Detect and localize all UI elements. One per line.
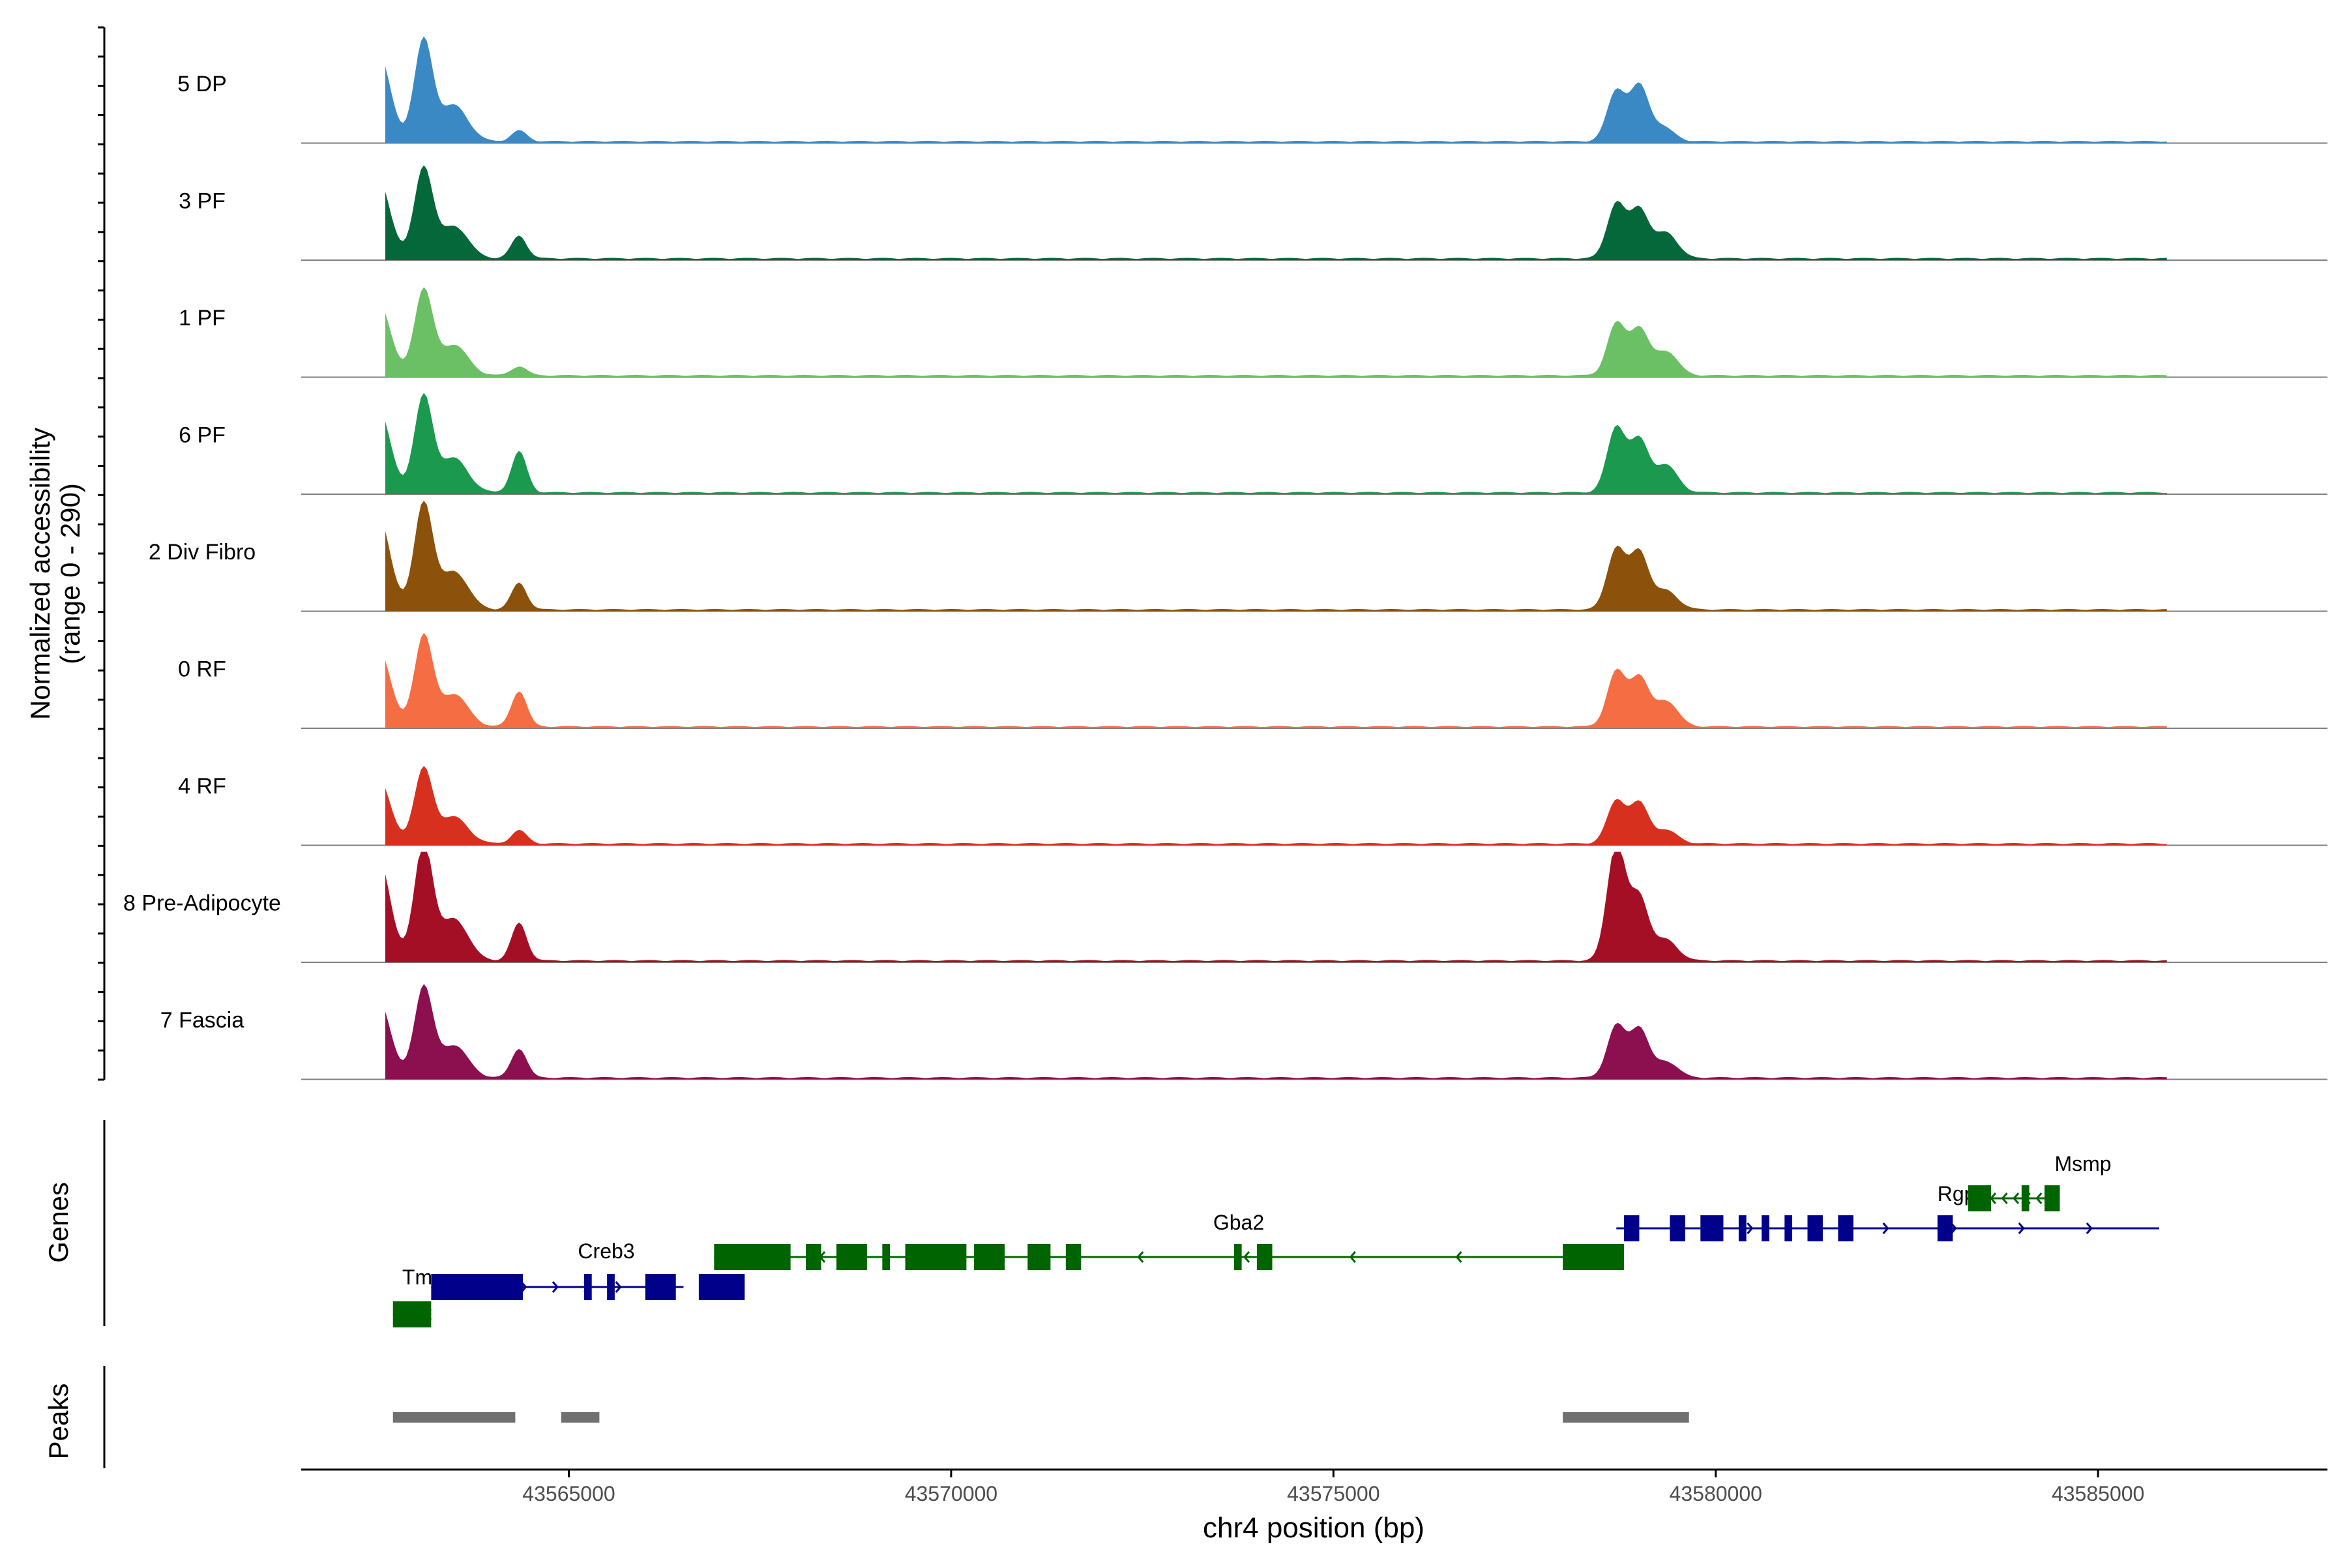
y-axis-label-line1: Normalized accessibility xyxy=(25,428,55,720)
track-7-fascia: 7 Fascia xyxy=(160,984,2327,1080)
gene-label: Creb3 xyxy=(578,1239,634,1263)
genes-panel-label: Genes xyxy=(43,1182,74,1263)
strand-chevron-icon xyxy=(552,1281,559,1293)
gene-creb3: Creb3 xyxy=(431,1239,745,1300)
gene-exon xyxy=(1762,1215,1769,1241)
gene-label: Msmp xyxy=(2054,1152,2111,1176)
peak-region xyxy=(392,1412,516,1423)
gene-label: Tm xyxy=(402,1265,432,1289)
track-6-pf: 6 PF xyxy=(179,392,2327,495)
x-tick-label: 43565000 xyxy=(522,1482,615,1505)
track-5-dp: 5 DP xyxy=(177,36,2327,144)
gene-exon xyxy=(392,1301,432,1327)
gene-gba2: Gba2 xyxy=(714,1211,1624,1270)
gene-exon xyxy=(2044,1185,2060,1211)
gene-exon xyxy=(714,1244,791,1270)
gene-exon xyxy=(1563,1244,1624,1270)
x-tick-label: 43585000 xyxy=(2052,1482,2144,1505)
track-label: 4 RF xyxy=(178,774,226,799)
strand-chevron-icon xyxy=(2086,1222,2093,1234)
track-4-rf: 4 RF xyxy=(178,765,2327,846)
gene-exon xyxy=(1065,1244,1082,1270)
track-3-pf: 3 PF xyxy=(179,165,2327,261)
gene-exon xyxy=(1838,1215,1853,1241)
strand-chevron-icon xyxy=(2001,1192,2008,1204)
gene-exon xyxy=(1700,1215,1724,1241)
gene-exon xyxy=(806,1244,821,1270)
gene-exon xyxy=(974,1244,1005,1270)
strand-chevron-icon xyxy=(615,1281,622,1293)
gene-exon xyxy=(698,1274,745,1300)
x-tick-label: 43570000 xyxy=(905,1482,997,1505)
peak-region xyxy=(561,1412,600,1423)
gene-label: Gba2 xyxy=(1213,1211,1264,1234)
tracks-layer: 5 DP 3 PF 1 PF 6 PF 2 Div Fibro 0 RF 4 RF 8 Pre… xyxy=(123,36,2327,1080)
gene-msmp: Msmp xyxy=(1968,1152,2112,1211)
peak-region xyxy=(1563,1412,1689,1423)
strand-chevron-icon xyxy=(1137,1251,1144,1263)
track-label: 6 PF xyxy=(179,423,226,448)
gene-tm: Tm xyxy=(392,1265,432,1327)
gene-exon xyxy=(1807,1215,1823,1241)
track-8-pre-adipocyte: 8 Pre-Adipocyte xyxy=(123,851,2327,963)
track-label: 5 DP xyxy=(177,72,227,96)
gene-exon xyxy=(1257,1244,1273,1270)
strand-chevron-icon xyxy=(1349,1251,1356,1263)
track-label: 1 PF xyxy=(179,306,226,331)
gene-exon xyxy=(2021,1185,2030,1211)
gene-exon xyxy=(583,1274,592,1300)
gene-exon xyxy=(1968,1185,1991,1211)
track-label: 7 Fascia xyxy=(160,1008,244,1033)
strand-chevron-icon xyxy=(1882,1222,1889,1234)
gene-exon xyxy=(1937,1215,1953,1241)
strand-chevron-icon xyxy=(1455,1251,1462,1263)
track-0-rf: 0 RF xyxy=(178,632,2327,729)
strand-chevron-icon xyxy=(1747,1222,1754,1234)
x-tick-label: 43580000 xyxy=(1670,1482,1762,1505)
track-label: 0 RF xyxy=(178,657,226,682)
strand-chevron-icon xyxy=(2018,1222,2025,1234)
genes-layer: Creb3 Gba2 Rgp1 Msmp Tm xyxy=(392,1152,2159,1327)
gene-exon xyxy=(1233,1244,1242,1270)
strand-chevron-icon xyxy=(2035,1192,2043,1204)
gene-exon xyxy=(607,1274,615,1300)
peaks-panel-label: Peaks xyxy=(43,1383,74,1460)
strand-chevron-icon xyxy=(2013,1192,2020,1204)
gene-exon xyxy=(431,1274,524,1300)
gene-exon xyxy=(645,1274,676,1300)
peaks-layer xyxy=(392,1412,1689,1423)
gene-exon xyxy=(882,1244,891,1270)
strand-chevron-icon xyxy=(1243,1251,1250,1263)
gene-exon xyxy=(1027,1244,1051,1270)
y-axis-label-line2: (range 0 - 290) xyxy=(55,483,85,664)
gene-exon xyxy=(836,1244,867,1270)
track-1-pf: 1 PF xyxy=(179,287,2327,378)
track-label: 8 Pre-Adipocyte xyxy=(123,891,281,916)
gene-rgp1: Rgp1 xyxy=(1616,1182,2159,1241)
gene-exon xyxy=(1784,1215,1793,1241)
gene-exon xyxy=(905,1244,967,1270)
x-tick-label: 43575000 xyxy=(1287,1482,1380,1505)
axes-layer: 43565000 43570000 43575000 43580000 43585000 xyxy=(98,26,2327,1505)
x-axis-label: chr4 position (bp) xyxy=(1203,1512,1424,1544)
track-label: 3 PF xyxy=(179,189,226,214)
track-2-div-fibro: 2 Div Fibro xyxy=(149,501,2327,612)
gene-exon xyxy=(1670,1215,1685,1241)
gene-exon xyxy=(1623,1215,1640,1241)
track-label: 2 Div Fibro xyxy=(149,540,256,565)
gene-exon xyxy=(1738,1215,1747,1241)
